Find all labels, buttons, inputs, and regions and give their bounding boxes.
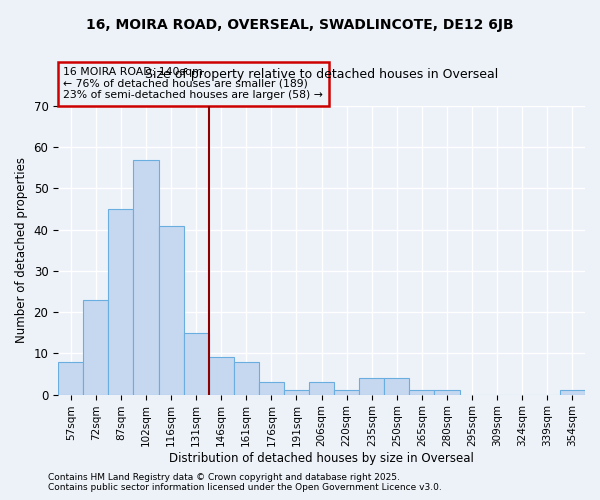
- Bar: [334, 390, 359, 394]
- Bar: [109, 209, 133, 394]
- Text: Contains HM Land Registry data © Crown copyright and database right 2025.
Contai: Contains HM Land Registry data © Crown c…: [48, 473, 442, 492]
- Bar: [434, 390, 460, 394]
- Bar: [309, 382, 334, 394]
- Bar: [184, 332, 209, 394]
- Text: 16 MOIRA ROAD: 140sqm
← 76% of detached houses are smaller (189)
23% of semi-det: 16 MOIRA ROAD: 140sqm ← 76% of detached …: [64, 67, 323, 100]
- Bar: [284, 390, 309, 394]
- Bar: [133, 160, 158, 394]
- Bar: [209, 358, 234, 395]
- Bar: [58, 362, 83, 394]
- Bar: [83, 300, 109, 394]
- Text: 16, MOIRA ROAD, OVERSEAL, SWADLINCOTE, DE12 6JB: 16, MOIRA ROAD, OVERSEAL, SWADLINCOTE, D…: [86, 18, 514, 32]
- Bar: [359, 378, 384, 394]
- X-axis label: Distribution of detached houses by size in Overseal: Distribution of detached houses by size …: [169, 452, 474, 465]
- Y-axis label: Number of detached properties: Number of detached properties: [15, 157, 28, 343]
- Title: Size of property relative to detached houses in Overseal: Size of property relative to detached ho…: [145, 68, 498, 81]
- Bar: [409, 390, 434, 394]
- Bar: [259, 382, 284, 394]
- Bar: [234, 362, 259, 394]
- Bar: [158, 226, 184, 394]
- Bar: [384, 378, 409, 394]
- Bar: [560, 390, 585, 394]
